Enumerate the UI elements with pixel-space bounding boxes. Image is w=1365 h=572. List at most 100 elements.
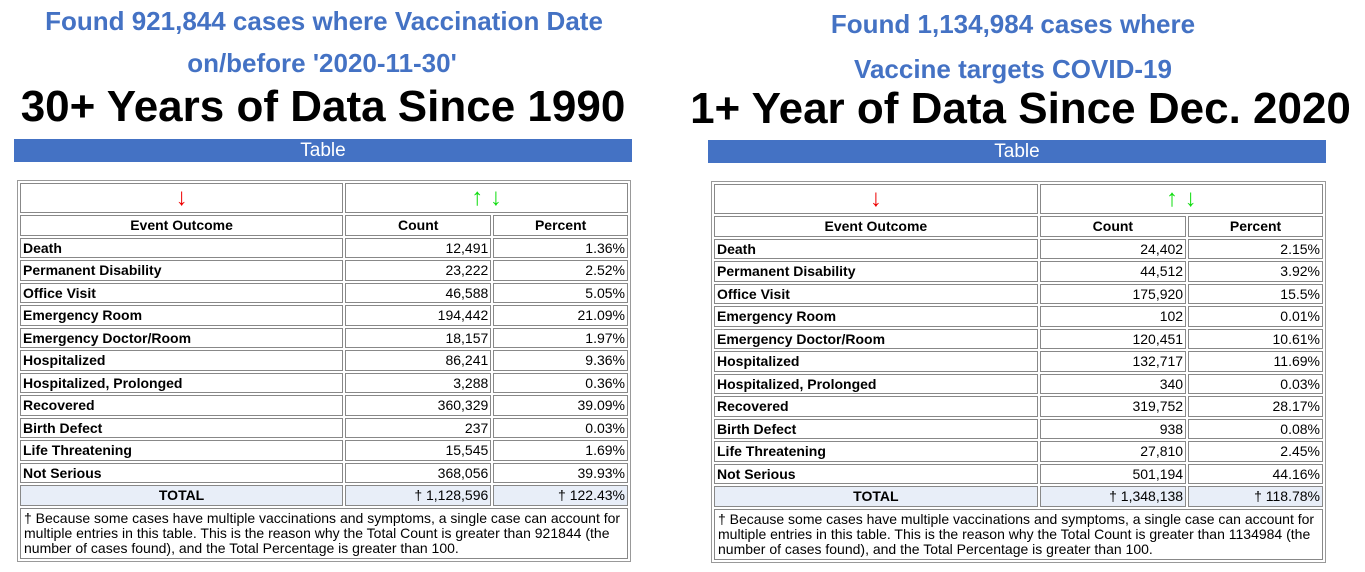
percent-value: 39.93%: [493, 462, 628, 483]
outcome-label: Office Visit: [20, 282, 344, 303]
total-percent: † 122.43%: [493, 485, 628, 506]
panel-heading: 30+ Years of Data Since 1990: [20, 82, 626, 131]
table-row: Birth Defect 237 0.03%: [20, 417, 628, 438]
table-label-bar: Table: [708, 140, 1326, 163]
count-value: 102: [1039, 306, 1187, 327]
count-value: 237: [345, 417, 492, 438]
outcome-label: Life Threatening: [714, 441, 1038, 462]
table-row: Office Visit 46,588 5.05%: [20, 282, 628, 303]
total-count: † 1,348,138: [1039, 486, 1187, 507]
sort-desc-icon[interactable]: ↓: [489, 184, 502, 211]
percent-value: 1.97%: [493, 327, 628, 348]
count-value: 120,451: [1039, 328, 1187, 349]
total-percent: † 118.78%: [1188, 486, 1323, 507]
table-row: Birth Defect 938 0.08%: [714, 418, 1323, 439]
sort-cell: ↓: [20, 183, 344, 213]
sort-cell: ↑ ↓: [1039, 184, 1323, 214]
column-header-count: Count: [1039, 216, 1187, 237]
found-line-2: Vaccine targets COVID-19: [854, 54, 1172, 84]
table-row: Death 24,402 2.15%: [714, 238, 1323, 259]
table-row: Death 12,491 1.36%: [20, 237, 628, 258]
outcome-table: ↓ ↑ ↓ Event Outcome Count Percent Death 12,491…: [17, 180, 631, 562]
count-value: 368,056: [345, 462, 492, 483]
percent-value: 2.15%: [1188, 238, 1323, 259]
percent-value: 28.17%: [1188, 396, 1323, 417]
footnote: † Because some cases have multiple vacci…: [714, 508, 1323, 560]
percent-value: 44.16%: [1188, 463, 1323, 484]
total-label: TOTAL: [20, 485, 344, 506]
count-value: 24,402: [1039, 238, 1187, 259]
count-value: 938: [1039, 418, 1187, 439]
table-row: Recovered 319,752 28.17%: [714, 396, 1323, 417]
percent-value: 1.69%: [493, 440, 628, 461]
sort-asc-icon[interactable]: ↑: [471, 184, 484, 211]
note-row: † Because some cases have multiple vacci…: [20, 507, 628, 559]
table-label-bar: Table: [14, 139, 632, 162]
percent-value: 2.52%: [493, 260, 628, 281]
count-value: 319,752: [1039, 396, 1187, 417]
count-value: 3,288: [345, 372, 492, 393]
sort-desc-icon[interactable]: ↓: [1184, 185, 1197, 212]
count-value: 132,717: [1039, 351, 1187, 372]
count-value: 340: [1039, 373, 1187, 394]
table-row: Emergency Room 102 0.01%: [714, 306, 1323, 327]
outcome-label: Not Serious: [20, 462, 344, 483]
outcome-label: Birth Defect: [714, 418, 1038, 439]
percent-value: 0.36%: [493, 372, 628, 393]
outcome-label: Hospitalized: [714, 351, 1038, 372]
outcome-label: Emergency Doctor/Room: [714, 328, 1038, 349]
table-row: Hospitalized 86,241 9.36%: [20, 350, 628, 371]
table-row: Permanent Disability 23,222 2.52%: [20, 260, 628, 281]
count-value: 18,157: [345, 327, 492, 348]
outcome-label: Death: [20, 237, 344, 258]
percent-value: 5.05%: [493, 282, 628, 303]
found-line-1: Found 1,134,984 cases where: [830, 9, 1196, 39]
outcome-label: Birth Defect: [20, 417, 344, 438]
outcome-label: Recovered: [20, 395, 344, 416]
footnote: † Because some cases have multiple vacci…: [20, 507, 628, 559]
table-row: Life Threatening 15,545 1.69%: [20, 440, 628, 461]
total-count: † 1,128,596: [345, 485, 492, 506]
outcome-label: Permanent Disability: [20, 260, 344, 281]
table-row: Emergency Doctor/Room 120,451 10.61%: [714, 328, 1323, 349]
count-value: 12,491: [345, 237, 492, 258]
note-row: † Because some cases have multiple vacci…: [714, 508, 1323, 560]
header-row: Event Outcome Count Percent: [20, 215, 628, 236]
table-row: Not Serious 501,194 44.16%: [714, 463, 1323, 484]
count-value: 360,329: [345, 395, 492, 416]
outcome-label: Recovered: [714, 396, 1038, 417]
percent-value: 0.01%: [1188, 306, 1323, 327]
table-row: Not Serious 368,056 39.93%: [20, 462, 628, 483]
outcome-label: Hospitalized, Prolonged: [714, 373, 1038, 394]
sort-row: ↓ ↑ ↓: [20, 183, 628, 213]
outcome-label: Office Visit: [714, 283, 1038, 304]
outcome-label: Hospitalized: [20, 350, 344, 371]
column-header-event-outcome: Event Outcome: [20, 215, 344, 236]
total-row: TOTAL † 1,128,596 † 122.43%: [20, 485, 628, 506]
column-header-event-outcome: Event Outcome: [714, 216, 1038, 237]
outcome-label: Emergency Room: [20, 305, 344, 326]
percent-value: 0.08%: [1188, 418, 1323, 439]
outcome-label: Emergency Doctor/Room: [20, 327, 344, 348]
percent-value: 2.45%: [1188, 441, 1323, 462]
percent-value: 10.61%: [1188, 328, 1323, 349]
table-row: Emergency Doctor/Room 18,157 1.97%: [20, 327, 628, 348]
count-value: 27,810: [1039, 441, 1187, 462]
percent-value: 3.92%: [1188, 261, 1323, 282]
sort-row: ↓ ↑ ↓: [714, 184, 1323, 214]
column-header-count: Count: [345, 215, 492, 236]
percent-value: 0.03%: [1188, 373, 1323, 394]
count-value: 15,545: [345, 440, 492, 461]
count-value: 46,588: [345, 282, 492, 303]
count-value: 86,241: [345, 350, 492, 371]
sort-cell: ↓: [714, 184, 1038, 214]
table-row: Hospitalized, Prolonged 3,288 0.36%: [20, 372, 628, 393]
table-row: Life Threatening 27,810 2.45%: [714, 441, 1323, 462]
table-row: Recovered 360,329 39.09%: [20, 395, 628, 416]
sort-asc-icon[interactable]: ↑: [1166, 185, 1178, 212]
sort-desc-icon[interactable]: ↓: [869, 185, 882, 212]
outcome-label: Permanent Disability: [714, 261, 1038, 282]
outcome-label: Hospitalized, Prolonged: [20, 372, 344, 393]
sort-desc-icon[interactable]: ↓: [175, 184, 188, 211]
outcome-label: Life Threatening: [20, 440, 344, 461]
